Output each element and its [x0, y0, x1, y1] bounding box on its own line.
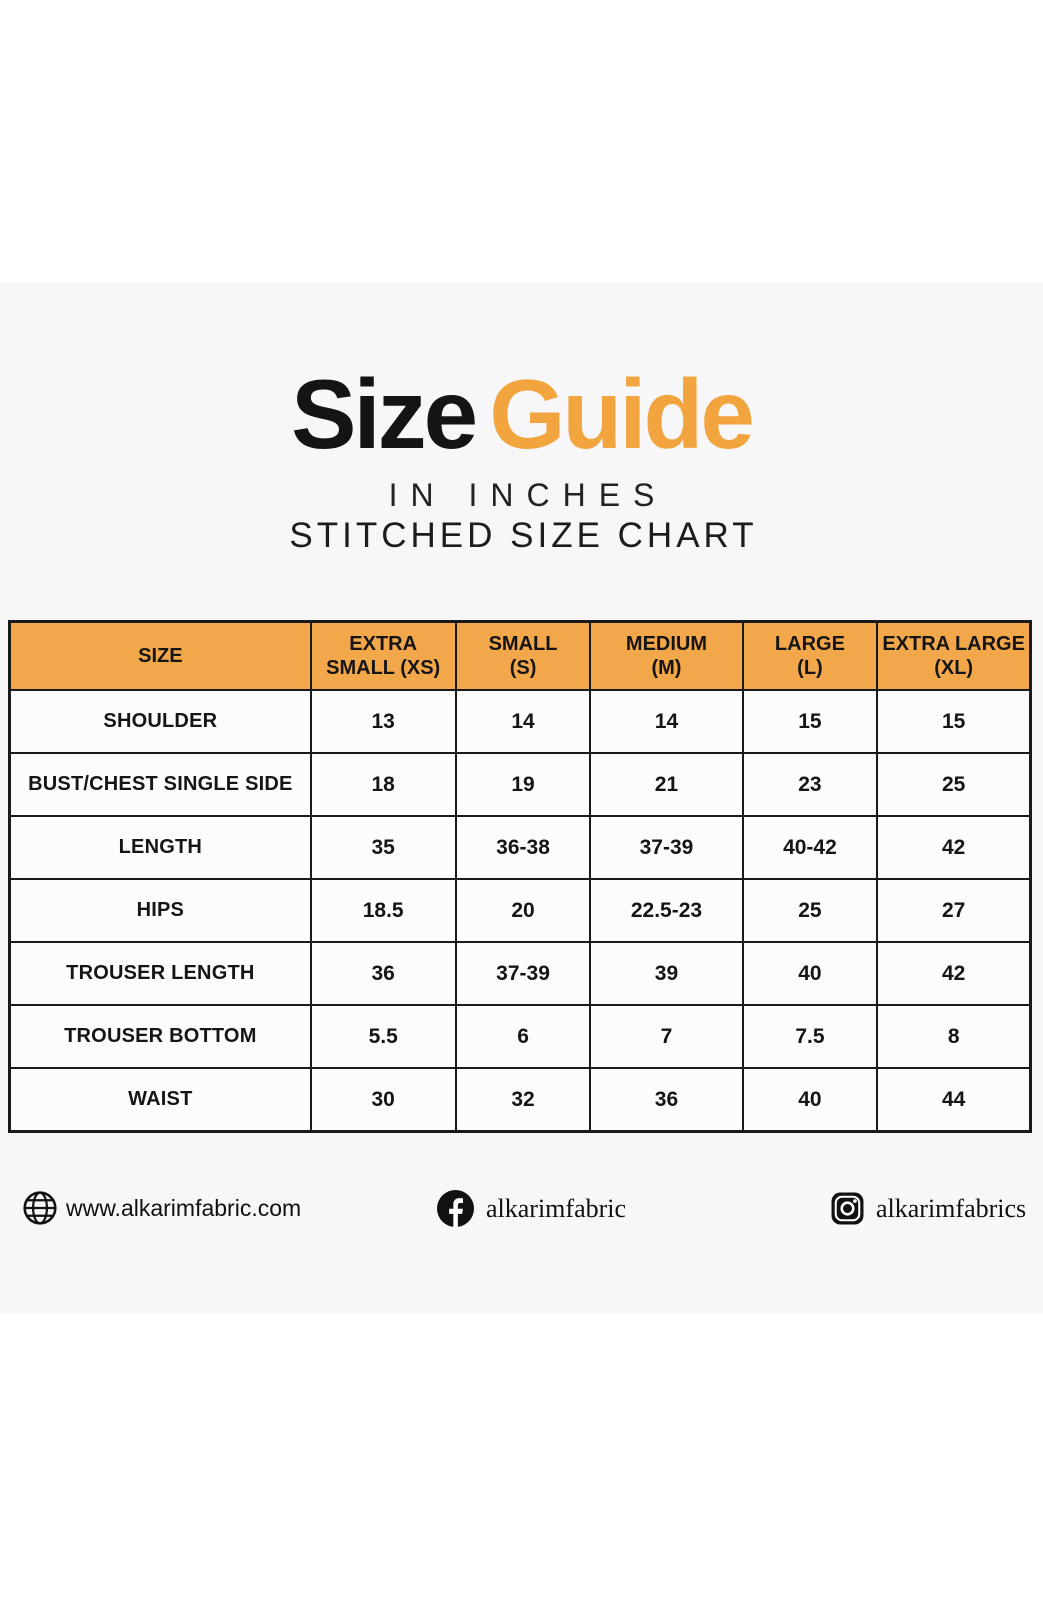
col-header-xs-line2: SMALL (XS): [326, 657, 441, 679]
instagram-contact: alkarimfabrics: [831, 1192, 1026, 1225]
col-header-extra-small: EXTRA SMALL (XS): [309, 620, 457, 691]
facebook-contact: alkarimfabric: [437, 1190, 626, 1227]
cell-trlength-l: 40: [741, 941, 879, 1006]
cell-waist-s: 32: [454, 1067, 592, 1133]
table-row-shoulder: SHOULDER 13 14 14 15 15: [8, 689, 1032, 754]
col-header-extra-large: EXTRA LARGE (XL): [876, 620, 1032, 691]
cell-trlength-xs: 36: [309, 941, 457, 1006]
cell-hips-m: 22.5-23: [589, 878, 744, 943]
cell-waist-xs: 30: [309, 1067, 457, 1133]
row-label: BUST/CHEST SINGLE SIDE: [8, 752, 312, 817]
cell-trbottom-m: 7: [589, 1004, 744, 1069]
table-header-row: SIZE EXTRA SMALL (XS) SMALL (S) MEDIUM (…: [8, 620, 1032, 691]
globe-icon: [23, 1191, 57, 1225]
cell-length-xl: 42: [876, 815, 1032, 880]
cell-shoulder-l: 15: [741, 689, 879, 754]
title-word-size: Size: [291, 359, 478, 469]
col-header-medium: MEDIUM (M): [589, 620, 744, 691]
col-header-xl-line1: EXTRA LARGE: [882, 632, 1025, 655]
cell-bust-l: 23: [741, 752, 879, 817]
facebook-icon: [437, 1190, 474, 1227]
cell-bust-xs: 18: [309, 752, 457, 817]
row-label: TROUSER BOTTOM: [8, 1004, 312, 1069]
col-header-small: SMALL (S): [454, 620, 592, 691]
cell-trbottom-xl: 8: [876, 1004, 1032, 1069]
table-row-trouser-bottom: TROUSER BOTTOM 5.5 6 7 7.5 8: [8, 1004, 1032, 1069]
cell-shoulder-m: 14: [589, 689, 744, 754]
page-title: Size Guide: [0, 365, 1043, 463]
cell-length-s: 36-38: [454, 815, 592, 880]
table-row-length: LENGTH 35 36-38 37-39 40-42 42: [8, 815, 1032, 880]
facebook-handle: alkarimfabric: [486, 1193, 627, 1223]
instagram-icon: [831, 1192, 864, 1225]
cell-hips-l: 25: [741, 878, 879, 943]
table-row-trouser-length: TROUSER LENGTH 36 37-39 39 40 42: [8, 941, 1032, 1006]
col-header-size: SIZE: [8, 620, 312, 691]
content-panel: Size Guide IN INCHES STITCHED SIZE CHART …: [0, 283, 1043, 1314]
cell-bust-xl: 25: [876, 752, 1032, 817]
cell-trlength-m: 39: [589, 941, 744, 1006]
cell-bust-s: 19: [454, 752, 592, 817]
table-row-hips: HIPS 18.5 20 22.5-23 25 27: [8, 878, 1032, 943]
row-label: HIPS: [8, 878, 312, 943]
cell-hips-xl: 27: [876, 878, 1032, 943]
cell-length-l: 40-42: [741, 815, 879, 880]
col-header-l-line2: (L): [797, 657, 823, 679]
col-header-large: LARGE (L): [741, 620, 879, 691]
website-contact: www.alkarimfabric.com: [22, 1190, 301, 1226]
row-label: LENGTH: [8, 815, 312, 880]
col-header-m-line1: MEDIUM: [625, 632, 708, 655]
cell-shoulder-xs: 13: [309, 689, 457, 754]
cell-trbottom-xs: 5.5: [309, 1004, 457, 1069]
cell-hips-s: 20: [454, 878, 592, 943]
cell-trlength-s: 37-39: [454, 941, 592, 1006]
title-word-guide: Guide: [489, 359, 755, 469]
website-label: www.alkarimfabric.com: [66, 1194, 302, 1221]
cell-length-m: 37-39: [589, 815, 744, 880]
col-header-l-line1: LARGE: [774, 632, 845, 655]
cell-trlength-xl: 42: [876, 941, 1032, 1006]
col-header-s-line1: SMALL: [488, 632, 558, 655]
subtitle-stitched-size-chart: STITCHED SIZE CHART: [289, 516, 758, 555]
cell-shoulder-s: 14: [454, 689, 592, 754]
cell-shoulder-xl: 15: [876, 689, 1032, 754]
row-label: WAIST: [8, 1067, 312, 1133]
subtitle-in-inches: IN INCHES: [388, 477, 668, 513]
cell-trbottom-s: 6: [454, 1004, 592, 1069]
row-label: SHOULDER: [8, 689, 312, 754]
cell-bust-m: 21: [589, 752, 744, 817]
cell-waist-m: 36: [589, 1067, 744, 1133]
row-label: TROUSER LENGTH: [8, 941, 312, 1006]
col-header-size-label: SIZE: [138, 644, 183, 667]
cell-hips-xs: 18.5: [309, 878, 457, 943]
table-row-bust-chest: BUST/CHEST SINGLE SIDE 18 19 21 23 25: [8, 752, 1032, 817]
cell-length-xs: 35: [309, 815, 457, 880]
cell-waist-xl: 44: [876, 1067, 1032, 1133]
instagram-handle: alkarimfabrics: [876, 1193, 1027, 1223]
col-header-s-line2: (S): [509, 657, 537, 679]
table-row-waist: WAIST 30 32 36 40 44: [8, 1067, 1032, 1133]
col-header-xl-line2: (XL): [934, 657, 974, 679]
col-header-m-line2: (M): [651, 657, 682, 679]
cell-trbottom-l: 7.5: [741, 1004, 879, 1069]
col-header-xs-line1: EXTRA: [349, 632, 418, 655]
cell-waist-l: 40: [741, 1067, 879, 1133]
size-chart-table: SIZE EXTRA SMALL (XS) SMALL (S) MEDIUM (…: [8, 620, 1032, 1133]
